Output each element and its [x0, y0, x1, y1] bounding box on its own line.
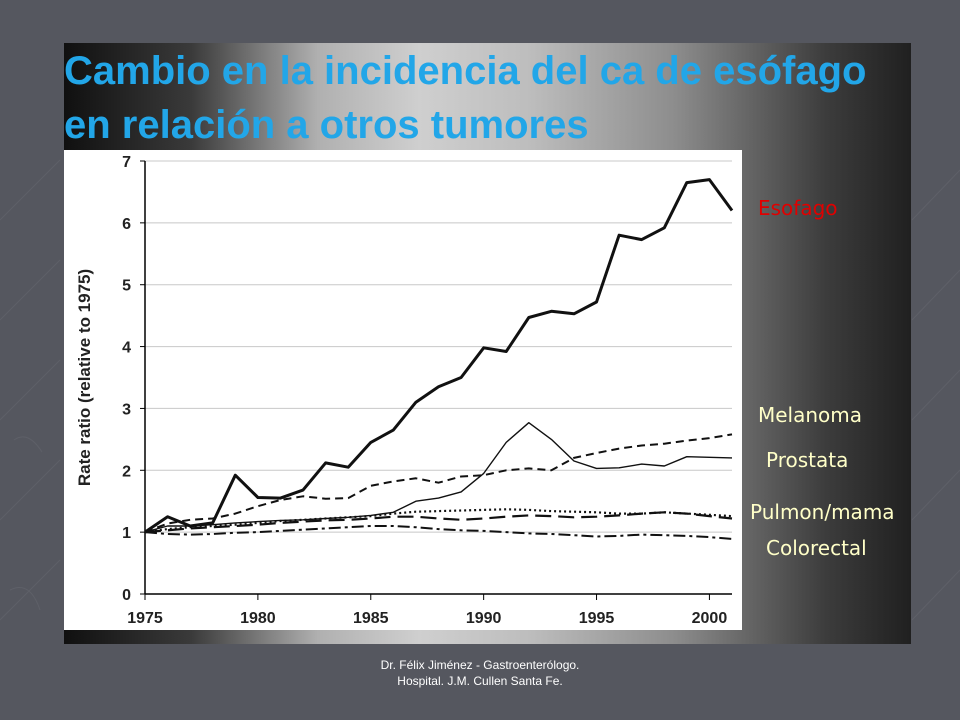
- label-melanoma: Melanoma: [758, 403, 863, 427]
- chart-area: 0 1 2 3 4 5 6 7 1975 1980 1985 1990 1995 2000 Rate rat…: [64, 150, 742, 630]
- slide-title: Cambio en la incidencia del ca de esófag…: [64, 49, 867, 147]
- series-line-3: [144, 433, 733, 534]
- x-tick-label-1995: 1995: [579, 610, 615, 627]
- y-tick-label-2: 2: [122, 463, 131, 480]
- x-tick-label-1985: 1985: [353, 610, 389, 627]
- y-tick-label-4: 4: [122, 340, 131, 357]
- series-line-2: [144, 422, 733, 533]
- y-tick-label-5: 5: [122, 278, 131, 295]
- footer-author: Dr. Félix Jiménez - Gastroenterólogo.: [380, 658, 580, 672]
- label-prostata: Prostata: [766, 448, 849, 472]
- y-tick-label-3: 3: [122, 401, 131, 418]
- footer: Dr. Félix Jiménez - Gastroenterólogo. Ho…: [300, 657, 660, 689]
- x-tick-label-2000: 2000: [692, 610, 728, 627]
- line-chart: 0 1 2 3 4 5 6 7 1975 1980 1985 1990 1995 2000 Rate rat…: [75, 154, 734, 627]
- y-tick-label-0: 0: [122, 587, 131, 604]
- series-line-5: [144, 511, 733, 534]
- label-esofago: Esofago: [758, 196, 838, 220]
- footer-hospital: Hospital. J.M. Cullen Santa Fe.: [397, 674, 563, 688]
- y-axis-label: Rate ratio (relative to 1975): [75, 269, 94, 486]
- x-tick-label-1990: 1990: [466, 610, 502, 627]
- x-tick-label-1980: 1980: [240, 610, 276, 627]
- y-tick-label-6: 6: [122, 216, 131, 233]
- y-tick-label-7: 7: [122, 154, 131, 171]
- label-pulmon-mama: Pulmon/mama: [750, 500, 895, 524]
- series-line-6: [144, 525, 733, 540]
- y-tick-label-1: 1: [122, 525, 131, 542]
- series-line-1: [144, 178, 734, 534]
- label-colorectal: Colorectal: [766, 536, 867, 560]
- x-tick-label-1975: 1975: [127, 610, 163, 627]
